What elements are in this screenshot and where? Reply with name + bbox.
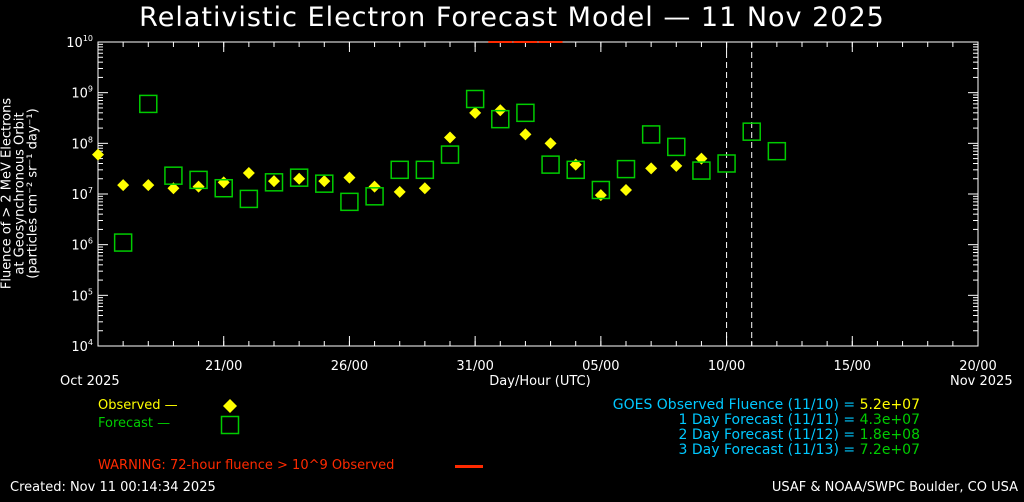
stats-day2-value: 1.8e+08 [859,427,920,443]
stats-day2-row: 2 Day Forecast (11/12) = 1.8e+08 [560,428,920,443]
observed-point [293,172,306,185]
stats-day1-row: 1 Day Forecast (11/11) = 4.3e+07 [560,413,920,428]
forecast-point [390,160,409,180]
plot-frame [97,41,979,347]
observed-point [167,182,180,195]
forecast-point [591,180,611,200]
x-tick-label: 21/00 [205,359,242,374]
x-tick-label: 15/00 [834,359,871,374]
forecast-point [139,94,158,114]
forecast-point [315,174,334,193]
observed-point [519,128,532,141]
observed-point [544,137,557,150]
forecast-point [566,160,585,180]
forecast-point [742,122,761,141]
legend-forecast-label: Forecast — [98,416,171,431]
legend-forecast-marker [220,415,240,435]
forecast-point [239,189,259,209]
y-tick-label: 108 [71,135,93,152]
x-tick-label: 20/00 [959,359,996,374]
forecast-point [541,155,560,174]
forecast-point [340,192,359,212]
stats-day3-row: 3 Day Forecast (11/13) = 7.2e+07 [560,443,920,458]
fluence-stats: GOES Observed Fluence (11/10) = 5.2e+07 … [560,398,920,458]
stats-day1-label: 1 Day Forecast (11/11) = [678,412,860,428]
y-tick-label: 1010 [66,34,93,51]
legend-observed-marker [223,399,237,413]
warning-text: WARNING: 72-hour fluence > 10^9 Observed [98,458,395,473]
x-tick-label: 26/00 [331,359,368,374]
forecast-point [616,159,636,179]
observed-point [117,179,130,192]
forecast-point [164,166,183,185]
observed-point [217,176,230,189]
observed-point [670,159,683,172]
forecast-point [641,125,661,144]
observed-point [92,148,104,161]
forecast-point [465,89,485,109]
credit-text: USAF & NOAA/SWPC Boulder, CO USA [771,480,1018,495]
observed-point [368,180,381,193]
y-tick-label: 105 [71,287,93,304]
chart-title: Relativistic Electron Forecast Model — 1… [139,2,885,33]
x-axis-start-label: Oct 2025 [60,374,120,389]
observed-point [594,189,607,202]
y-tick-label: 107 [71,186,93,203]
observed-point [620,183,632,196]
stats-day2-label: 2 Day Forecast (11/12) = [678,427,860,443]
y-tick-label: 106 [71,237,93,254]
stats-goes-label: GOES Observed Fluence (11/10) = [612,397,860,413]
observed-point [444,131,456,144]
forecast-point [365,187,384,206]
x-tick-label: 05/00 [582,359,619,374]
forecast-point [717,154,736,173]
observed-point [393,185,406,198]
legend-observed-label: Observed — [98,398,178,413]
observed-point [469,106,482,119]
observed-point [645,162,658,175]
stats-goes-value: 5.2e+07 [859,397,920,413]
forecast-point [491,109,510,129]
observed-point [268,175,280,188]
forecast-point [767,141,787,161]
created-timestamp: Created: Nov 11 00:14:34 2025 [10,480,216,495]
y-tick-label: 109 [71,85,93,102]
stats-goes-row: GOES Observed Fluence (11/10) = 5.2e+07 [560,398,920,413]
legend-markers [220,399,240,435]
y-tick-label: 104 [71,338,93,355]
stats-day3-label: 3 Day Forecast (11/13) = [678,442,860,458]
forecast-point [516,103,535,123]
forecast-point [189,170,208,190]
observed-point [318,175,331,188]
observed-point [242,166,255,179]
observed-point [343,171,356,184]
forecast-point [667,137,686,157]
x-axis-end-label: Nov 2025 [950,374,1013,389]
x-tick-label: 10/00 [708,359,745,374]
x-axis-label: Day/Hour (UTC) [489,374,591,389]
observed-point [418,182,431,195]
observed-point [569,158,582,171]
observed-point [192,180,205,193]
observed-point [142,179,155,192]
warning-legend-line [455,465,483,468]
stats-day1-value: 4.3e+07 [859,412,920,428]
forecast-point [113,233,133,252]
forecast-point [692,161,711,180]
forecast-point [289,168,309,187]
forecast-point [415,160,435,180]
stats-day3-value: 7.2e+07 [859,442,920,458]
forecast-point [264,173,284,192]
x-tick-label: 31/00 [456,359,493,374]
forecast-point [440,145,460,164]
forecast-point [214,178,233,198]
